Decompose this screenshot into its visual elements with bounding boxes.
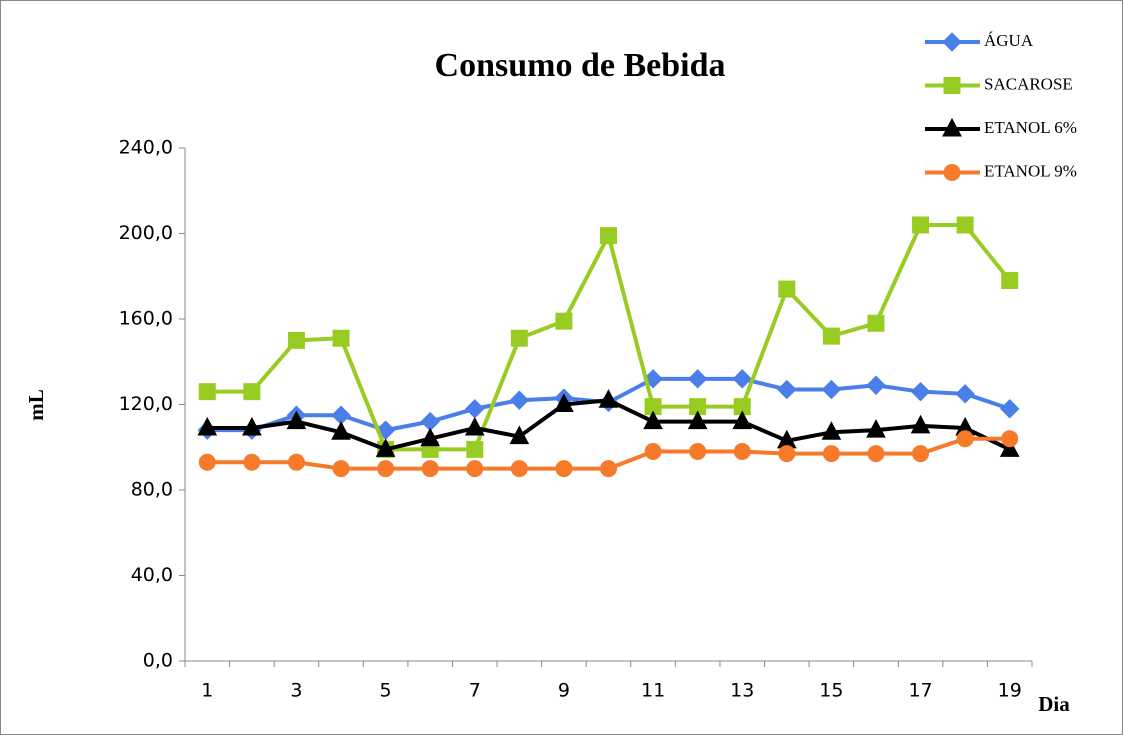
x-tick-label: 5 (380, 680, 392, 702)
y-tick-label: 40,0 (131, 564, 173, 586)
legend-marker (943, 164, 961, 181)
y-tick-label: 120,0 (119, 393, 173, 415)
data-point (821, 421, 842, 440)
data-point (910, 381, 931, 402)
data-point (866, 375, 886, 395)
data-point (866, 419, 886, 438)
x-tick-label: 1 (201, 680, 213, 702)
data-point (377, 460, 395, 478)
data-point (287, 453, 305, 471)
legend-label: ETANOL 9% (984, 161, 1077, 180)
data-point (197, 416, 218, 436)
data-point (509, 425, 530, 445)
data-point (821, 379, 842, 400)
legend-label: SACAROSE (984, 74, 1073, 93)
data-point (1001, 272, 1019, 290)
data-point (912, 445, 930, 463)
data-point (643, 410, 663, 430)
data-point (420, 427, 441, 447)
data-point (466, 460, 484, 478)
data-point (912, 216, 930, 234)
data-point (867, 445, 885, 463)
data-point (822, 445, 840, 463)
legend-label: ÁGUA (984, 31, 1034, 50)
data-point (243, 453, 261, 471)
data-point (733, 443, 751, 461)
data-point (822, 327, 840, 345)
x-tick-label: 15 (819, 680, 843, 702)
data-point (198, 383, 216, 401)
data-point (331, 421, 351, 440)
data-point (778, 445, 796, 463)
x-tick-label: 13 (730, 680, 754, 702)
data-point (421, 460, 439, 478)
data-point (732, 369, 752, 389)
legend-marker (943, 77, 961, 94)
data-point (600, 227, 617, 245)
data-point (555, 312, 573, 330)
x-tick-label: 3 (290, 680, 302, 702)
y-tick-label: 200,0 (119, 222, 173, 244)
legend-marker (942, 32, 962, 52)
y-tick-label: 160,0 (119, 308, 173, 330)
chart-title: Consumo de Bebida (435, 47, 726, 84)
data-point (687, 410, 708, 430)
data-point (510, 460, 528, 478)
x-tick-label: 9 (558, 680, 570, 702)
data-point (332, 329, 350, 347)
data-point (955, 384, 975, 404)
data-point (999, 438, 1020, 457)
data-point (867, 314, 885, 332)
data-point (466, 440, 484, 458)
data-point (555, 460, 573, 478)
data-point (777, 379, 797, 400)
data-point (242, 416, 262, 436)
data-point (287, 331, 305, 349)
data-point (956, 216, 974, 234)
x-tick-label: 19 (998, 680, 1022, 702)
data-point (1001, 430, 1019, 448)
data-point (510, 329, 528, 347)
data-point (509, 390, 530, 410)
data-point (598, 389, 619, 408)
y-tick-label: 80,0 (131, 479, 173, 501)
y-tick-label: 0,0 (143, 650, 173, 672)
data-point (600, 460, 617, 478)
data-point (198, 453, 216, 471)
x-axis-label: Dia (1038, 692, 1070, 716)
data-point (1000, 399, 1020, 419)
data-point (910, 414, 931, 434)
y-tick-label: 240,0 (119, 137, 173, 159)
data-point (375, 438, 396, 457)
x-tick-label: 7 (469, 680, 481, 702)
data-point (332, 460, 350, 478)
data-point (778, 280, 796, 298)
legend-label: ETANOL 6% (984, 118, 1077, 137)
data-point (243, 383, 261, 401)
data-point (554, 393, 574, 412)
data-point (687, 369, 708, 389)
data-point (689, 443, 707, 461)
data-point (956, 430, 974, 448)
data-point (286, 410, 307, 430)
data-point (464, 416, 485, 436)
legend-marker (942, 117, 962, 137)
data-point (644, 443, 662, 461)
x-tick-label: 11 (641, 680, 665, 702)
x-tick-label: 17 (908, 680, 932, 702)
data-point (732, 410, 753, 430)
y-axis-label: mL (24, 389, 48, 421)
